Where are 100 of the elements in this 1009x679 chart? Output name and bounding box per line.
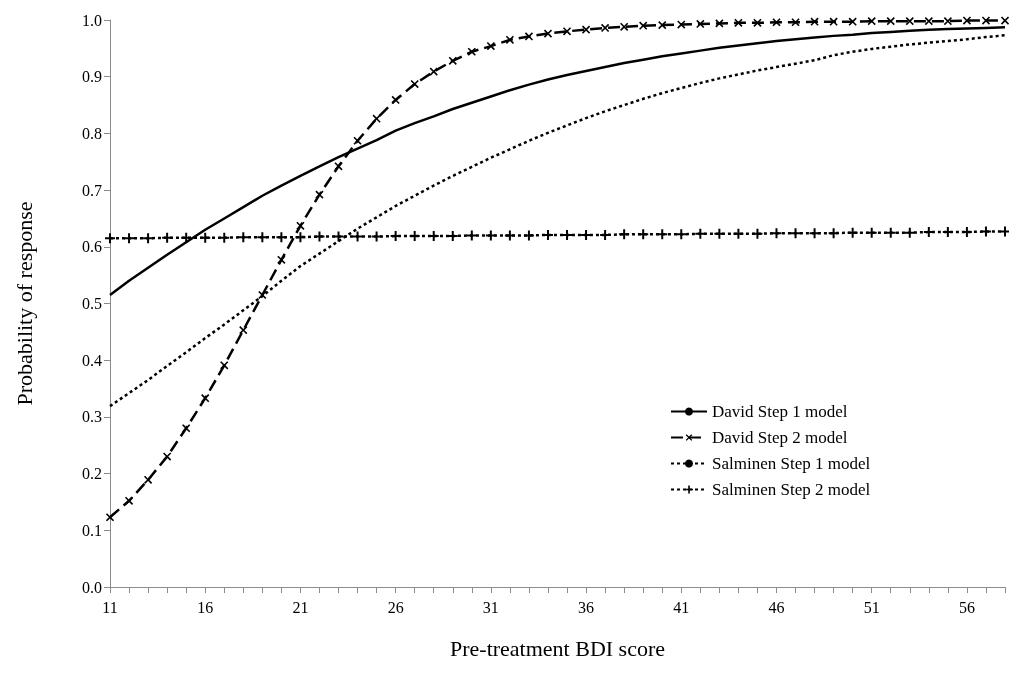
point <box>962 16 972 25</box>
point <box>733 228 744 239</box>
point <box>219 232 230 243</box>
point <box>314 231 325 242</box>
point <box>372 114 381 123</box>
point <box>562 27 572 36</box>
point <box>181 232 192 243</box>
point <box>543 29 553 38</box>
x-tick-label: 56 <box>958 598 975 616</box>
legend-label: Salminen Step 1 model <box>712 454 871 473</box>
point <box>390 231 401 242</box>
point <box>429 67 438 76</box>
point <box>296 221 305 230</box>
point <box>352 231 363 242</box>
y-tick-label: 0.7 <box>82 181 102 199</box>
y-tick-label: 0.9 <box>82 68 102 86</box>
point <box>829 17 838 26</box>
point <box>980 226 991 237</box>
point <box>1000 16 1009 25</box>
point <box>658 21 667 30</box>
point <box>124 233 135 244</box>
legend-label: David Step 2 model <box>712 428 848 447</box>
point <box>371 231 382 242</box>
point <box>333 231 344 242</box>
point <box>523 230 534 241</box>
x-tick-label: 11 <box>102 598 118 616</box>
point <box>163 452 172 461</box>
point <box>505 35 514 44</box>
point <box>220 361 229 370</box>
point <box>238 232 249 243</box>
y-axis-title: Probability of response <box>11 201 37 406</box>
y-tick-label: 0.1 <box>82 521 102 539</box>
point <box>695 228 706 239</box>
point <box>714 228 725 239</box>
point <box>828 228 839 239</box>
point <box>677 20 686 29</box>
point <box>885 227 896 238</box>
point <box>258 290 267 300</box>
point <box>485 230 496 241</box>
point <box>638 229 649 240</box>
point <box>315 190 324 199</box>
point <box>277 255 286 264</box>
point <box>866 227 877 238</box>
point <box>257 232 268 243</box>
point <box>734 18 743 27</box>
point <box>847 227 858 238</box>
point <box>676 229 687 240</box>
point <box>924 17 933 26</box>
point <box>790 228 801 239</box>
x-tick-label: 46 <box>768 598 785 616</box>
point <box>410 79 419 89</box>
y-tick-label: 0.2 <box>82 465 102 483</box>
point <box>1000 226 1009 237</box>
point <box>467 47 476 56</box>
x-tick-label: 31 <box>482 598 499 616</box>
x-axis-title: Pre-treatment BDI score <box>449 635 666 661</box>
point <box>639 21 648 30</box>
point <box>239 326 248 335</box>
point <box>772 18 781 27</box>
point <box>619 229 630 240</box>
point <box>810 17 819 26</box>
point <box>752 228 763 239</box>
point <box>124 496 134 505</box>
point <box>696 19 705 29</box>
y-tick-label: 0.6 <box>82 238 102 256</box>
point <box>182 424 191 433</box>
point <box>943 17 952 26</box>
point <box>143 475 153 484</box>
y-tick-label: 1.0 <box>82 11 102 29</box>
y-tick-label: 0.0 <box>82 578 102 596</box>
point <box>466 230 477 241</box>
point <box>867 17 876 26</box>
point <box>771 228 782 239</box>
point <box>905 17 914 26</box>
point <box>715 19 724 28</box>
point <box>904 227 915 238</box>
point <box>353 136 362 145</box>
point <box>105 233 115 244</box>
point <box>504 230 515 241</box>
point <box>334 162 343 171</box>
point <box>276 232 287 243</box>
point <box>391 95 400 105</box>
point <box>105 513 115 522</box>
point <box>448 56 457 65</box>
point <box>447 231 458 242</box>
x-tick-label: 36 <box>578 598 595 616</box>
legend-label: David Step 1 model <box>712 402 848 421</box>
point <box>601 23 610 33</box>
point <box>562 229 573 240</box>
point <box>295 232 306 243</box>
point <box>162 232 173 243</box>
point <box>981 16 991 25</box>
x-tick-label: 26 <box>387 598 404 616</box>
point <box>657 229 668 240</box>
point <box>848 17 857 26</box>
y-tick-label: 0.5 <box>82 295 102 312</box>
y-tick-label: 0.8 <box>82 124 102 142</box>
point <box>524 32 534 41</box>
point <box>809 228 820 239</box>
point <box>753 18 762 27</box>
